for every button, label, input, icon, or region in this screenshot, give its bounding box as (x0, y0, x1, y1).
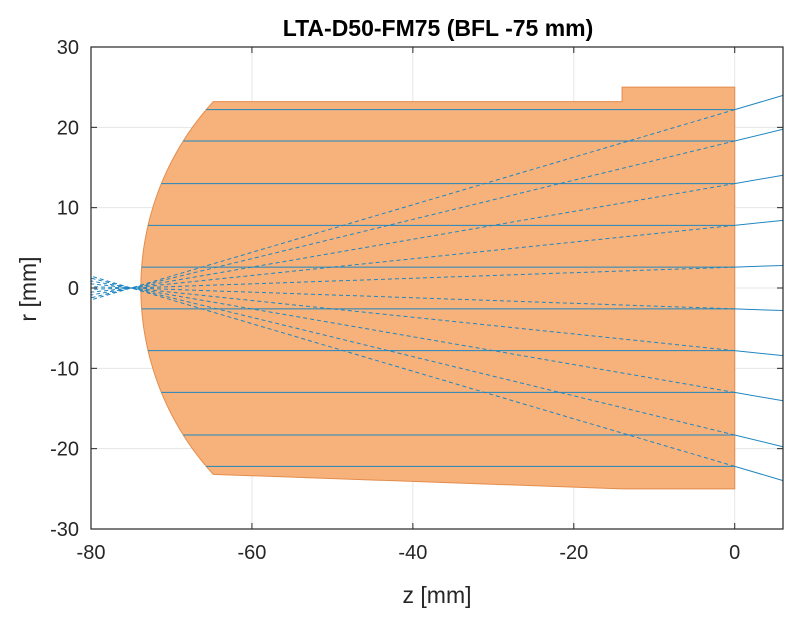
lens-shape (140, 86, 736, 490)
ray-10 (206, 465, 784, 482)
y-tick-label: 10 (57, 198, 79, 220)
y-tick-label: 30 (57, 37, 79, 59)
ray-7 (148, 350, 784, 357)
ray-3 (161, 174, 784, 185)
y-tick-label: -30 (50, 519, 79, 541)
x-axis-label: z [mm] (403, 582, 472, 608)
y-tick-label: 0 (68, 278, 79, 300)
ray-8 (161, 391, 784, 402)
x-tick-label: -80 (77, 542, 106, 564)
axes (90, 46, 784, 530)
ray-2 (183, 128, 784, 142)
plot-content (90, 86, 784, 490)
virtual-ray-7 (90, 283, 735, 352)
virtual-ray-9 (90, 277, 735, 436)
ray-1 (206, 94, 784, 111)
chart-title: LTA-D50-FM75 (BFL -75 mm) (283, 15, 594, 41)
virtual-ray-5 (90, 266, 735, 290)
x-tick-label: -60 (237, 542, 266, 564)
y-tick-label: 20 (57, 117, 79, 139)
virtual-ray-8 (90, 280, 735, 393)
y-tick-label: -20 (50, 439, 79, 461)
x-tick-label: 0 (729, 542, 740, 564)
ray-9 (183, 434, 784, 448)
virtual-ray-2 (90, 140, 735, 299)
tick-labels: -80 -60 -40 -20 0 -30 -20 -10 0 10 20 30 (50, 37, 740, 564)
ray-5 (141, 264, 784, 268)
y-axis-label: r [mm] (15, 256, 41, 321)
x-tick-label: -40 (398, 542, 427, 564)
y-tick-label: -10 (50, 358, 79, 380)
virtual-ray-3 (90, 183, 735, 296)
x-tick-label: -20 (559, 542, 588, 564)
ray-4 (148, 219, 784, 226)
ray-6 (141, 308, 784, 312)
virtual-ray-4 (90, 224, 735, 293)
virtual-ray-6 (90, 286, 735, 310)
